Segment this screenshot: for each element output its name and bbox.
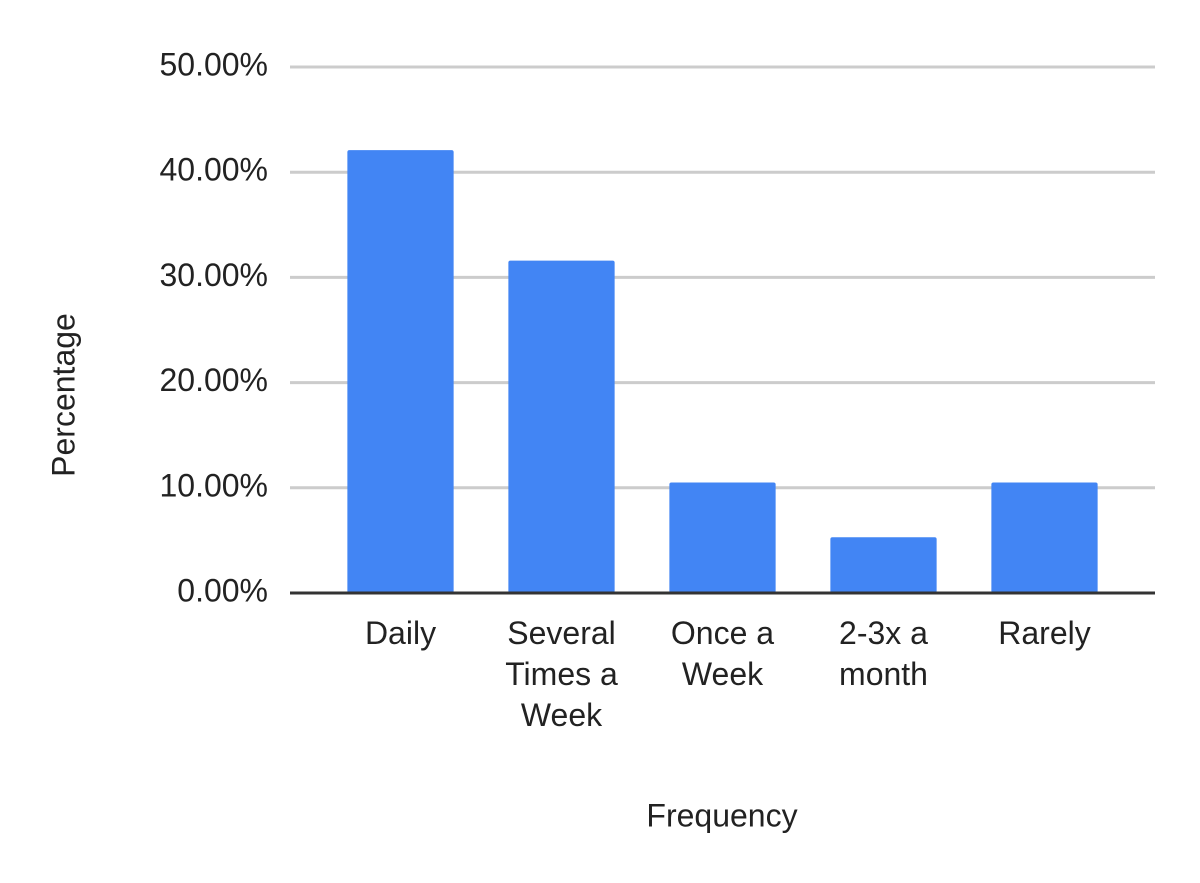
x-tick-label: Once a Week — [670, 615, 775, 692]
y-tick-label: 0.00% — [177, 572, 268, 608]
bar — [669, 482, 776, 593]
x-tick-label: Rarely — [998, 615, 1091, 651]
y-tick-label: 20.00% — [159, 362, 268, 398]
y-axis-title: Percentage — [45, 313, 81, 477]
x-tick-label: Daily — [364, 615, 437, 651]
y-tick-label: 10.00% — [159, 467, 268, 503]
x-tick-label: Several Times a Week — [505, 615, 618, 733]
y-tick-label: 40.00% — [159, 152, 268, 188]
bar — [508, 260, 615, 593]
bar — [991, 482, 1098, 593]
x-tick-label: 2-3x a month — [839, 615, 928, 692]
y-tick-label: 50.00% — [159, 46, 268, 82]
x-axis-title: Frequency — [646, 797, 797, 833]
bar — [347, 150, 454, 593]
y-tick-label: 30.00% — [159, 257, 268, 293]
bar — [830, 537, 937, 593]
